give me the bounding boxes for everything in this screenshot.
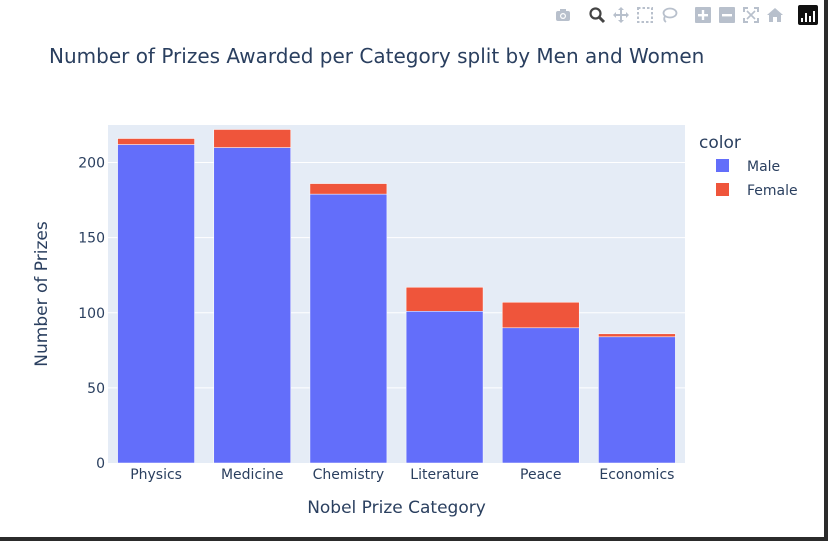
bar-female-economics[interactable]: [598, 333, 676, 338]
x-axis-title: Nobel Prize Category: [307, 498, 486, 518]
bar-male-economics[interactable]: [598, 336, 676, 464]
pan-icon[interactable]: [610, 4, 632, 26]
gridlines: [108, 162, 685, 389]
bar-female-chemistry[interactable]: [309, 183, 388, 195]
legend-title: color: [699, 133, 741, 153]
y-axis-title: Number of Prizes: [32, 221, 52, 367]
x-tick-label: Physics: [130, 467, 182, 483]
bar-female-medicine[interactable]: [213, 129, 291, 148]
legend-label-male[interactable]: Male: [747, 159, 780, 175]
y-tick-label: 150: [78, 231, 105, 247]
box-select-icon[interactable]: [634, 4, 656, 26]
reset-axes-icon[interactable]: [764, 4, 786, 26]
bar-male-literature[interactable]: [405, 311, 484, 464]
bar-male-medicine[interactable]: [213, 147, 291, 464]
camera-icon[interactable]: [552, 4, 574, 26]
legend: color Male Female: [699, 133, 798, 199]
bar-male-peace[interactable]: [502, 327, 580, 464]
legend-swatch-female[interactable]: [716, 183, 729, 196]
zoom-out-icon[interactable]: [716, 4, 738, 26]
plotly-logo-icon[interactable]: [798, 5, 818, 25]
bar-female-peace[interactable]: [502, 302, 580, 329]
y-tick-labels: 0 50 100 150 200: [78, 156, 105, 472]
legend-swatch-male[interactable]: [716, 159, 729, 172]
y-tick-label: 200: [78, 156, 105, 172]
bar-male-physics[interactable]: [117, 144, 195, 464]
bar-male-chemistry[interactable]: [309, 193, 388, 464]
y-tick-label: 100: [78, 306, 105, 322]
x-tick-label: Economics: [599, 467, 674, 483]
autoscale-icon[interactable]: [740, 4, 762, 26]
x-tick-labels: Physics Medicine Chemistry Literature Peace E…: [130, 467, 674, 483]
zoom-in-icon[interactable]: [692, 4, 714, 26]
x-tick-label: Medicine: [221, 467, 284, 483]
chart-title: Number of Prizes Awarded per Category sp…: [49, 44, 704, 68]
x-tick-label: Literature: [410, 467, 479, 483]
zoom-icon[interactable]: [586, 4, 608, 26]
bars: [117, 129, 676, 464]
lasso-icon[interactable]: [658, 4, 680, 26]
modebar: [552, 4, 818, 26]
legend-label-female[interactable]: Female: [747, 183, 798, 199]
bar-female-literature[interactable]: [405, 286, 484, 312]
y-tick-label: 0: [96, 456, 105, 472]
x-tick-label: Chemistry: [313, 467, 385, 483]
x-tick-label: Peace: [520, 467, 561, 483]
y-tick-label: 50: [87, 381, 105, 397]
plot-area: [108, 125, 685, 463]
bar-female-physics[interactable]: [117, 138, 195, 145]
